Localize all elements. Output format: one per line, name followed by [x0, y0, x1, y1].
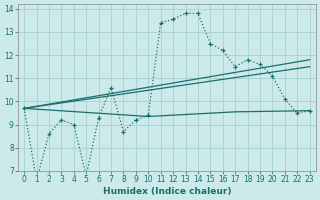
X-axis label: Humidex (Indice chaleur): Humidex (Indice chaleur)	[103, 187, 231, 196]
